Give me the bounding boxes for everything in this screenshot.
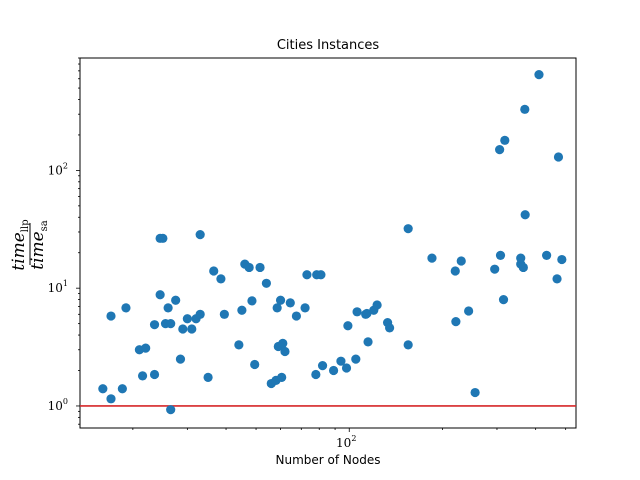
svg-text:timesa: timesa — [28, 220, 50, 270]
data-point — [351, 354, 361, 364]
data-point — [175, 354, 186, 364]
data-point — [490, 264, 500, 274]
data-point — [341, 363, 352, 373]
y-axis-label: timellp timesa — [9, 219, 50, 270]
plot-frame — [79, 57, 577, 429]
data-point — [195, 230, 205, 240]
data-point — [300, 303, 310, 313]
data-point — [275, 295, 286, 305]
data-point — [372, 300, 382, 310]
data-point — [403, 224, 413, 234]
data-point — [178, 324, 188, 334]
data-point — [106, 394, 116, 404]
data-point — [557, 254, 567, 265]
y-label-numerator: time — [9, 232, 29, 270]
data-point — [280, 346, 290, 357]
data-point — [500, 135, 510, 145]
data-point — [137, 371, 148, 381]
data-point — [182, 314, 192, 324]
data-point — [302, 270, 312, 280]
data-point — [98, 384, 108, 394]
data-point — [255, 262, 265, 273]
chart-title: Cities Instances — [277, 38, 380, 53]
data-point — [149, 369, 160, 380]
data-points — [98, 70, 567, 415]
data-point — [171, 295, 181, 305]
data-point — [363, 337, 373, 347]
data-point — [247, 296, 257, 306]
data-point — [516, 253, 526, 263]
data-point — [534, 70, 544, 80]
data-point — [244, 262, 254, 273]
data-point — [166, 405, 176, 415]
data-point — [203, 372, 213, 382]
data-point — [155, 290, 165, 300]
data-point — [336, 356, 346, 366]
data-point — [195, 309, 205, 319]
data-point — [317, 361, 328, 371]
y-tick-label: 102 — [48, 161, 68, 177]
data-point — [427, 253, 437, 263]
data-point — [328, 365, 339, 376]
data-point — [311, 369, 321, 380]
y-label-denominator-sub: sa — [39, 220, 50, 231]
data-point — [158, 233, 168, 243]
data-point — [278, 338, 288, 348]
y-tick-label: 101 — [48, 279, 68, 295]
y-tick-label: 100 — [48, 397, 68, 413]
data-point — [166, 319, 176, 329]
data-point — [261, 278, 271, 288]
data-point — [403, 340, 413, 350]
data-point — [352, 307, 362, 317]
data-point — [542, 250, 552, 260]
x-tick-label: 102 — [336, 434, 356, 450]
data-point — [520, 210, 530, 220]
data-point — [234, 340, 244, 350]
data-point — [552, 274, 562, 284]
data-point — [277, 372, 287, 382]
data-point — [456, 256, 466, 266]
data-point — [520, 104, 530, 114]
x-axis-label: Number of Nodes — [276, 453, 381, 467]
data-point — [121, 303, 131, 313]
data-point — [272, 303, 282, 313]
data-point — [250, 359, 260, 370]
data-point — [518, 262, 528, 273]
data-point — [219, 309, 229, 319]
axis-ticks: 102 100 101 102 — [48, 57, 567, 450]
data-point — [237, 305, 247, 315]
data-point — [163, 303, 173, 313]
data-point — [498, 294, 509, 305]
svg-text:timellp: timellp — [9, 219, 31, 270]
data-point — [216, 274, 226, 284]
data-point — [495, 250, 506, 260]
data-point — [117, 384, 127, 394]
data-point — [285, 298, 295, 308]
data-point — [451, 317, 461, 327]
data-point — [495, 145, 505, 155]
data-point — [209, 266, 219, 276]
data-point — [450, 266, 460, 276]
data-point — [187, 324, 197, 334]
data-point — [106, 311, 116, 321]
y-label-denominator: time — [28, 231, 48, 269]
data-point — [141, 343, 151, 353]
data-point — [343, 321, 353, 331]
data-point — [291, 311, 302, 321]
data-point — [385, 323, 395, 333]
data-point — [362, 308, 372, 319]
data-point — [149, 320, 160, 330]
y-label-numerator-sub: llp — [20, 219, 31, 232]
data-point — [316, 270, 326, 280]
data-point — [470, 387, 480, 398]
data-point — [464, 306, 474, 316]
data-point — [553, 152, 564, 162]
